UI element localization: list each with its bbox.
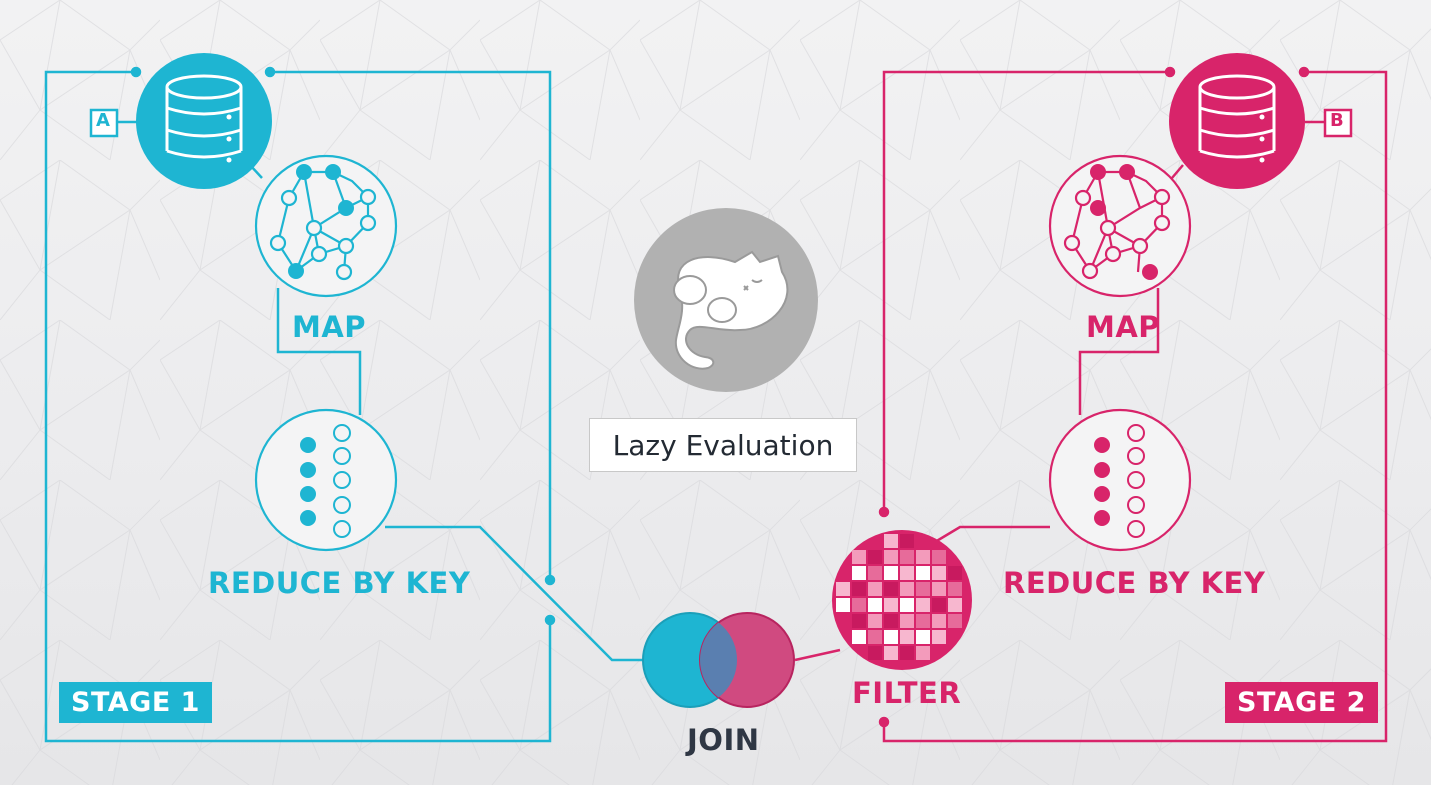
map-label-stage1: MAP [292,310,367,344]
reduce-dots-icon-stage2 [1048,408,1192,552]
stage1-node-dot [544,574,556,586]
filter-grid-cell [916,630,930,644]
filter-grid-cell [900,566,914,580]
filter-grid-cell [900,646,914,660]
reduce-to-filter-link [929,525,1050,547]
filter-grid-cell [884,566,898,580]
stage2-node-dot [1164,66,1176,78]
database-a-icon [136,53,272,189]
filter-grid-cell [868,614,882,628]
join-label: JOIN [687,723,760,757]
stage2-node-dot [1298,66,1310,78]
filter-label: FILTER [852,676,962,710]
filter-grid-cell [884,582,898,596]
stage1-node-dot [264,66,276,78]
stage2-node-dot [878,716,890,728]
stage1-group [44,66,645,743]
source-b-label: B [1330,110,1345,131]
join-to-filter-link [794,648,841,662]
filter-grid-cell [884,534,898,548]
reduce-dots-icon-stage1 [254,408,398,552]
stage1-frame-left [44,70,552,743]
filter-grid-cell [836,582,850,596]
filter-grid-cell [868,582,882,596]
stage1-frame-right [270,70,552,580]
filter-grid-cell [900,534,914,548]
database-b-icon [1169,53,1305,189]
filter-grid-cell [916,646,930,660]
filter-grid-cell [868,550,882,564]
stage1-node-dot [544,614,556,626]
stage1-node-dot [130,66,142,78]
source-a-label: A [96,110,111,131]
filter-grid-cell [932,566,946,580]
filter-grid-cell [900,614,914,628]
reduce-label-stage1: REDUCE BY KEY [208,566,471,600]
lazy-evaluation-caption: Lazy Evaluation [589,418,857,472]
filter-grid-cell [948,566,962,580]
filter-grid-cell [932,550,946,564]
stage2-node-dot [878,506,890,518]
map-network-icon-stage1 [254,154,398,298]
filter-grid-cell [884,630,898,644]
stage1-label: STAGE 1 [59,682,212,723]
stage2-frame-right [882,70,1388,743]
filter-grid-cell [868,646,882,660]
db-to-map-link [1171,164,1184,179]
filter-grid-cell [900,582,914,596]
filter-grid-cell [932,630,946,644]
filter-grid-cell [868,566,882,580]
source-b-box [1323,108,1353,138]
filter-grid-cell [900,550,914,564]
filter-grid-cell [916,566,930,580]
source-a-box [89,108,119,138]
filter-grid-icon [832,530,972,670]
join-venn-icon [642,612,795,708]
filter-grid-cell [868,630,882,644]
reduce-to-join-link [385,525,645,662]
stage2-label: STAGE 2 [1225,682,1378,723]
stage2-group [794,66,1388,743]
filter-grid-cell [884,614,898,628]
filter-grid-cell [836,598,850,612]
sleeping-cat-icon [634,208,818,392]
filter-grid-cell [884,550,898,564]
filter-grid-cell [932,614,946,628]
reduce-label-stage2: REDUCE BY KEY [1003,566,1266,600]
filter-grid-cell [916,550,930,564]
filter-grid-cell [852,598,866,612]
filter-grid-cell [900,630,914,644]
filter-grid-cell [948,614,962,628]
filter-grid-cell [916,582,930,596]
map-label-stage2: MAP [1086,310,1161,344]
map-network-icon-stage2 [1048,154,1192,298]
filter-grid-cell [916,614,930,628]
stage2-frame-left [882,70,1170,510]
filter-grid-cell [852,614,866,628]
filter-grid-cell [852,550,866,564]
filter-grid-cell [948,598,962,612]
filter-grid-cell [900,598,914,612]
filter-grid-cell [948,582,962,596]
filter-grid-cell [868,598,882,612]
filter-grid-cell [932,582,946,596]
filter-grid-cell [932,598,946,612]
map-to-reduce-link [276,288,362,415]
filter-grid-cell [852,630,866,644]
filter-grid-cell [884,646,898,660]
filter-grid-cell [852,582,866,596]
map-to-reduce-link [1078,288,1160,415]
filter-grid-cell [852,566,866,580]
filter-grid-cell [884,598,898,612]
filter-grid-cell [916,598,930,612]
